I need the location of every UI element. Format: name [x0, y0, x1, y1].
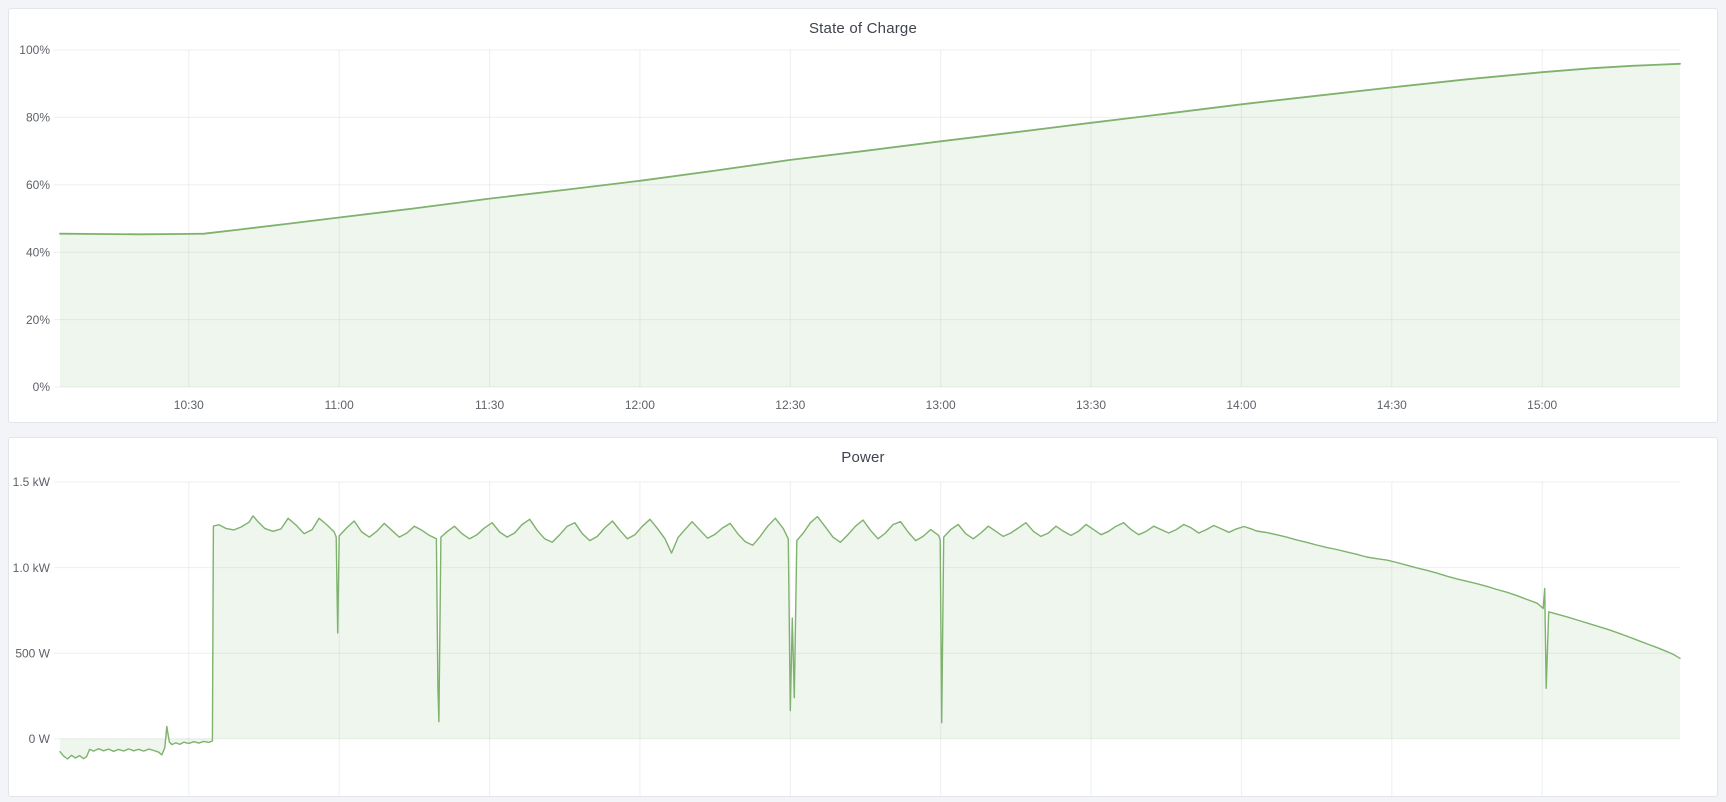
y-tick-label: 60%: [26, 178, 50, 192]
y-axis-labels: 0 W 500 W 1.0 kW 1.5 kW: [13, 475, 51, 746]
panel-power: Power 0 W 500 W 1.0 kW 1.5 kW: [8, 437, 1718, 797]
panel-title-power[interactable]: Power: [841, 449, 885, 466]
panel-title-state-of-charge[interactable]: State of Charge: [808, 20, 918, 37]
y-tick-label: 0 W: [29, 732, 51, 746]
y-tick-label: 1.5 kW: [13, 475, 51, 489]
series-area-fill: [60, 515, 1680, 759]
grid: [54, 481, 1680, 796]
x-tick-label: 12:30: [775, 398, 805, 412]
x-tick-label: 13:00: [926, 398, 956, 412]
x-tick-label: 10:30: [174, 398, 204, 412]
y-tick-label: 1.0 kW: [13, 561, 51, 575]
series-area-fill: [60, 63, 1680, 388]
x-tick-label: 11:00: [325, 398, 354, 412]
state-of-charge-chart[interactable]: 0% 20% 40% 60% 80% 100% 10:30 11:00 11:30 12:00 12…: [9, 9, 1717, 422]
series-line: [59, 515, 1681, 760]
y-tick-label: 100%: [19, 43, 50, 57]
series-line: [59, 62, 1681, 236]
y-tick-label: 40%: [26, 245, 50, 259]
power-chart[interactable]: 0 W 500 W 1.0 kW 1.5 kW: [9, 438, 1717, 796]
y-tick-label: 20%: [26, 313, 50, 327]
grid: [54, 49, 1680, 388]
y-tick-label: 500 W: [15, 646, 50, 660]
x-tick-label: 14:00: [1226, 398, 1256, 412]
y-tick-label: 0%: [33, 380, 51, 394]
x-tick-label: 14:30: [1377, 398, 1407, 412]
x-axis-labels: 10:30 11:00 11:30 12:00 12:30 13:00 13:30 14:00…: [174, 398, 1558, 412]
x-tick-label: 15:00: [1527, 398, 1557, 412]
x-tick-label: 13:30: [1076, 398, 1106, 412]
y-tick-label: 80%: [26, 111, 50, 125]
y-axis-labels: 0% 20% 40% 60% 80% 100%: [19, 43, 50, 394]
x-tick-label: 12:00: [625, 398, 655, 412]
x-tick-label: 11:30: [475, 398, 504, 412]
panel-state-of-charge: State of Charge 0% 20% 40% 60% 80% 100% 10:30 1…: [8, 8, 1718, 423]
